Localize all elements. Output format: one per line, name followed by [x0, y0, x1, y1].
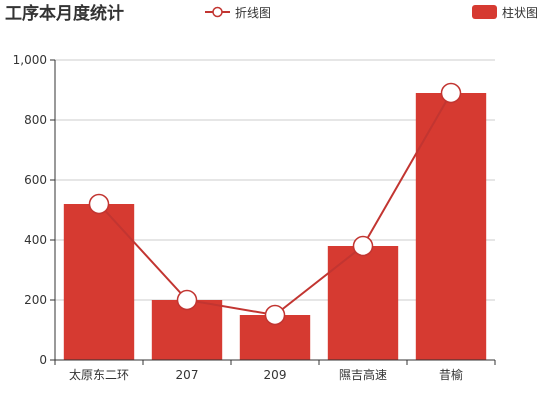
legend-bar-label: 柱状图 — [502, 5, 539, 20]
x-tick-label: 207 — [176, 368, 199, 382]
x-tick-label: 太原东二环 — [69, 367, 129, 382]
series-line — [98, 92, 452, 317]
line-point — [264, 304, 286, 326]
y-tick-label: 200 — [24, 293, 47, 307]
bar — [327, 246, 399, 360]
x-tick-label: 209 — [264, 368, 287, 382]
x-tick-label: 隰吉高速 — [339, 367, 387, 382]
legend-bar-marker-icon — [472, 5, 497, 19]
legend-line-label: 折线图 — [235, 5, 272, 20]
y-tick-label: 400 — [24, 233, 47, 247]
bar — [415, 93, 487, 360]
legend-item-line[interactable]: 折线图 — [205, 3, 271, 21]
line-point — [176, 289, 198, 311]
chart-title: 工序本月度统计 — [5, 4, 124, 24]
y-tick-label: 0 — [39, 353, 47, 367]
line-point — [352, 235, 374, 257]
legend-item-bar[interactable]: 柱状图 — [472, 3, 538, 21]
bar — [63, 204, 135, 360]
y-tick-label: 1,000 — [13, 53, 47, 67]
legend-line-marker-icon — [205, 5, 230, 19]
line-point — [440, 82, 462, 104]
y-tick-label: 600 — [24, 173, 47, 187]
y-tick-label: 800 — [24, 113, 47, 127]
x-tick-label: 昔榆 — [439, 367, 463, 382]
line-point — [88, 193, 110, 215]
